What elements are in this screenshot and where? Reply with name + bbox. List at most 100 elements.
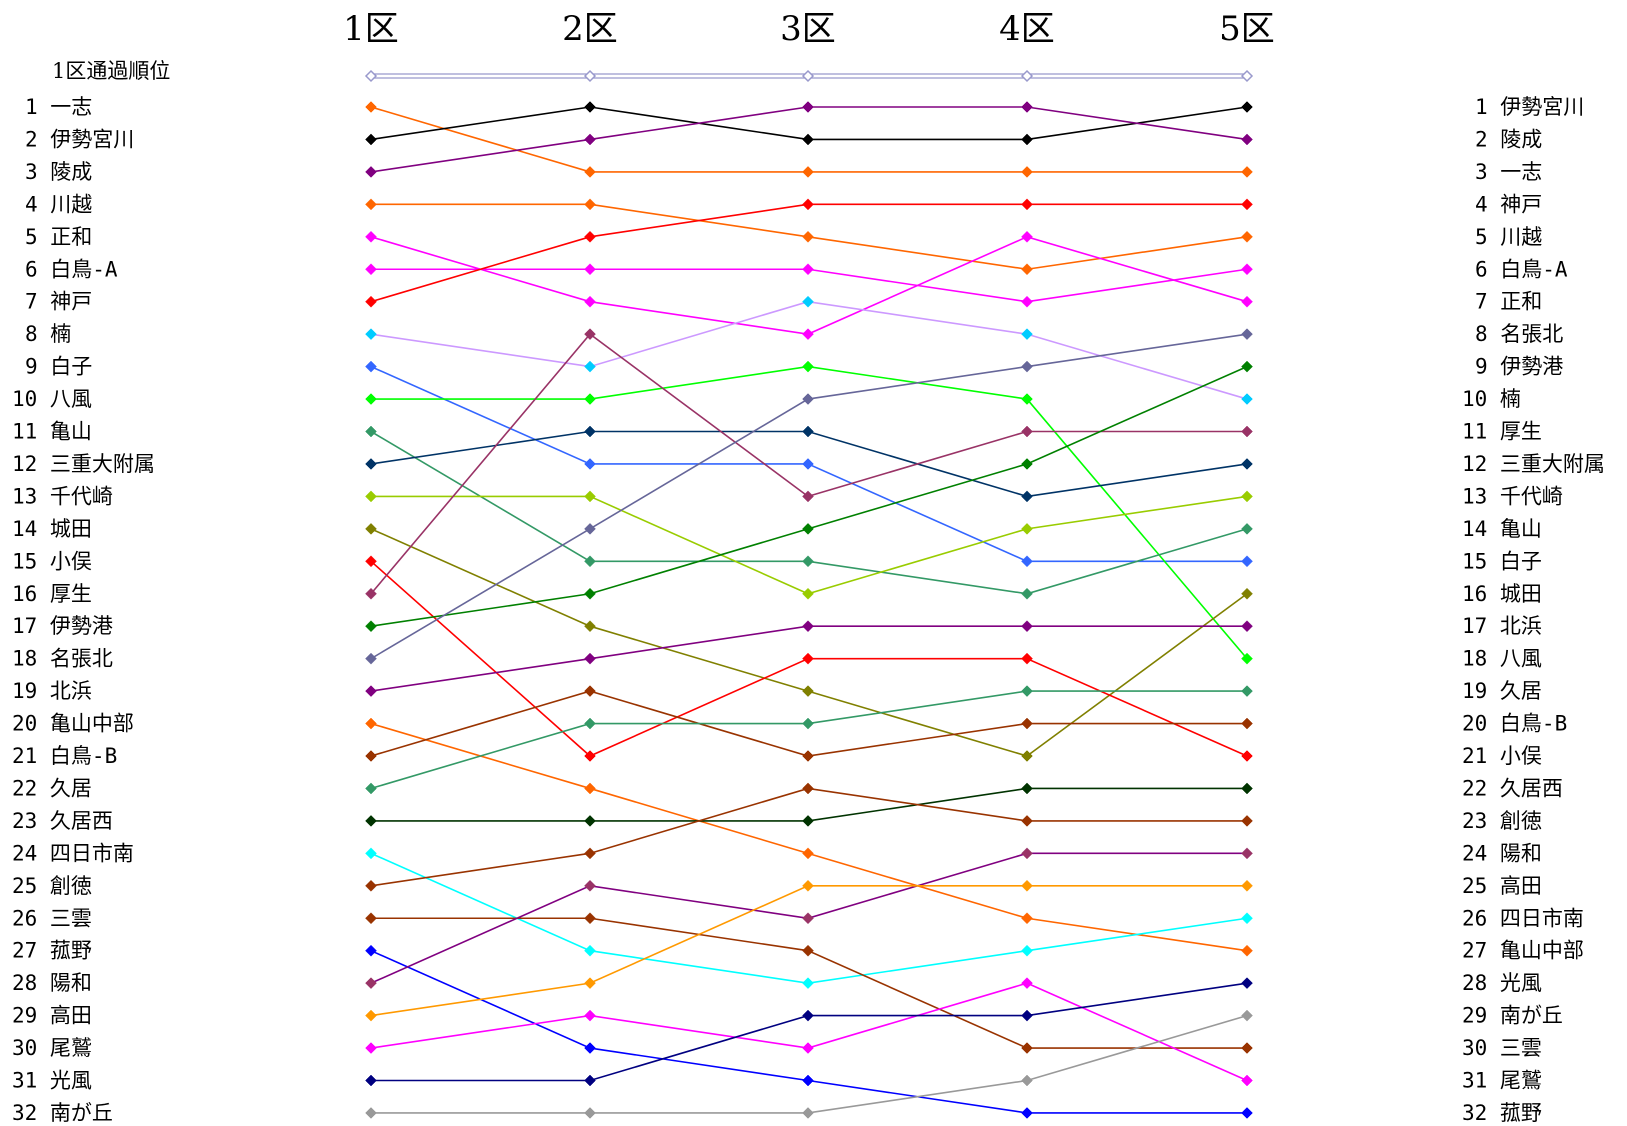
series-3-point-1	[365, 166, 377, 178]
series-32-point-5	[1241, 1009, 1253, 1022]
series-8-point-3	[802, 295, 814, 308]
series-22-point-1	[365, 782, 377, 795]
series-14-point-4	[1021, 750, 1033, 762]
column-labels: 1区 2区 3区 4区 5区	[343, 9, 1275, 49]
series-19-point-3	[802, 620, 814, 633]
right-rank-label-15: 15 白子	[1462, 549, 1542, 573]
right-rank-label-30: 30 三雲	[1462, 1036, 1542, 1060]
left-rank-label-31: 31 光風	[12, 1069, 92, 1093]
series-11-point-1	[365, 425, 377, 438]
right-rank-label-23: 23 創徳	[1462, 809, 1542, 833]
header-diamond-1	[364, 69, 378, 83]
series-10-point-1	[365, 393, 377, 405]
series-3-point-5	[1241, 133, 1253, 146]
left-rank-label-1: 1 一志	[25, 95, 92, 119]
right-rank-label-7: 7 正和	[1475, 290, 1542, 314]
series-line-30	[370, 982, 1248, 1082]
series-3-point-2	[584, 133, 596, 146]
right-rank-label-11: 11 厚生	[1462, 420, 1542, 444]
right-rank-label-13: 13 千代崎	[1462, 484, 1563, 508]
series-23-point-5	[1241, 782, 1253, 795]
left-rank-label-32: 32 南が丘	[12, 1101, 113, 1125]
series-6-point-5	[1241, 263, 1253, 276]
series-31-point-5	[1241, 977, 1253, 990]
right-rank-label-27: 27 亀山中部	[1462, 939, 1584, 963]
series-21-point-2	[584, 685, 596, 697]
series-8-point-4	[1021, 328, 1033, 341]
left-rank-label-15: 15 小俣	[12, 549, 92, 573]
series-27-point-2	[584, 1042, 596, 1054]
right-rank-label-31: 31 尾鷲	[1462, 1069, 1542, 1093]
series-28-point-5	[1241, 847, 1253, 860]
series-line-31	[371, 982, 1248, 1082]
series-16-point-2	[584, 328, 596, 341]
series-24-point-2	[584, 944, 596, 957]
column-label-3: 3区	[780, 9, 836, 49]
series-30-point-1	[365, 1042, 377, 1054]
right-rank-label-1: 1 伊勢宮川	[1475, 95, 1584, 119]
series-26-point-5	[1241, 1042, 1253, 1054]
left-rank-label-9: 9 白子	[25, 355, 92, 379]
series-10-point-4	[1021, 393, 1033, 405]
series-20-point-2	[584, 782, 596, 795]
series-19-point-4	[1021, 620, 1033, 633]
series-8-point-5	[1241, 393, 1253, 405]
series-line-8	[370, 300, 1248, 400]
header-line	[364, 69, 1254, 83]
series-4-point-5	[1241, 230, 1253, 243]
series-1-point-4	[1021, 166, 1033, 178]
series-1-point-2	[584, 166, 596, 178]
right-rank-label-4: 4 神戸	[1475, 192, 1542, 216]
left-title: 1区通過順位	[52, 59, 170, 83]
series-6-point-1	[365, 263, 377, 276]
series-30-point-2	[584, 1009, 596, 1022]
header-diamond-4	[1020, 69, 1034, 83]
right-rank-label-14: 14 亀山	[1462, 517, 1542, 541]
series-32-point-1	[365, 1107, 377, 1119]
left-rank-label-6: 6 白鳥-A	[25, 257, 118, 281]
right-rank-label-26: 26 四日市南	[1462, 906, 1584, 930]
series-1-point-5	[1241, 166, 1253, 178]
right-rank-label-25: 25 高田	[1462, 874, 1542, 898]
series-27-point-3	[802, 1074, 814, 1087]
series-17-point-3	[802, 522, 814, 535]
left-rank-label-17: 17 伊勢港	[12, 614, 113, 638]
series-2-point-5	[1241, 101, 1253, 113]
right-rank-label-32: 32 菰野	[1462, 1101, 1542, 1125]
left-rank-label-29: 29 高田	[12, 1004, 92, 1028]
series-14-point-5	[1241, 587, 1253, 600]
column-label-4: 4区	[999, 9, 1055, 49]
series-5-point-4	[1021, 230, 1033, 243]
series-15-point-5	[1241, 750, 1253, 762]
right-rank-labels: 1 伊勢宮川 2 陵成 3 一志 4 神戸 5 川越 6 白鳥-A 7 正和 8 名張北 9 伊…	[1462, 95, 1605, 1125]
series-20-point-1	[365, 717, 377, 730]
series-markers	[365, 101, 1253, 1119]
series-31-point-4	[1021, 1009, 1033, 1022]
series-29-point-4	[1021, 879, 1033, 892]
series-21-point-3	[802, 750, 814, 762]
series-32-point-4	[1021, 1074, 1033, 1087]
series-25-point-3	[802, 782, 814, 795]
series-24-point-3	[802, 977, 814, 990]
series-32-point-2	[584, 1107, 596, 1119]
series-5-point-2	[584, 295, 596, 308]
series-31-point-2	[584, 1074, 596, 1087]
left-rank-label-20: 20 亀山中部	[12, 712, 134, 736]
left-rank-label-24: 24 四日市南	[12, 841, 134, 865]
series-25-point-2	[584, 847, 596, 860]
series-28-point-3	[802, 912, 814, 925]
right-rank-label-19: 19 久居	[1462, 679, 1542, 703]
series-13-point-2	[584, 490, 596, 503]
left-rank-label-18: 18 名張北	[12, 647, 113, 671]
series-21-point-5	[1241, 717, 1253, 730]
series-19-point-5	[1241, 620, 1253, 633]
series-5-point-3	[802, 328, 814, 341]
series-18-point-5	[1241, 328, 1253, 341]
series-22-point-3	[802, 717, 814, 730]
series-31-point-1	[365, 1074, 377, 1087]
series-18-point-4	[1021, 360, 1033, 373]
series-7-point-3	[802, 198, 814, 211]
series-30-point-3	[802, 1042, 814, 1054]
series-11-point-3	[802, 555, 814, 568]
